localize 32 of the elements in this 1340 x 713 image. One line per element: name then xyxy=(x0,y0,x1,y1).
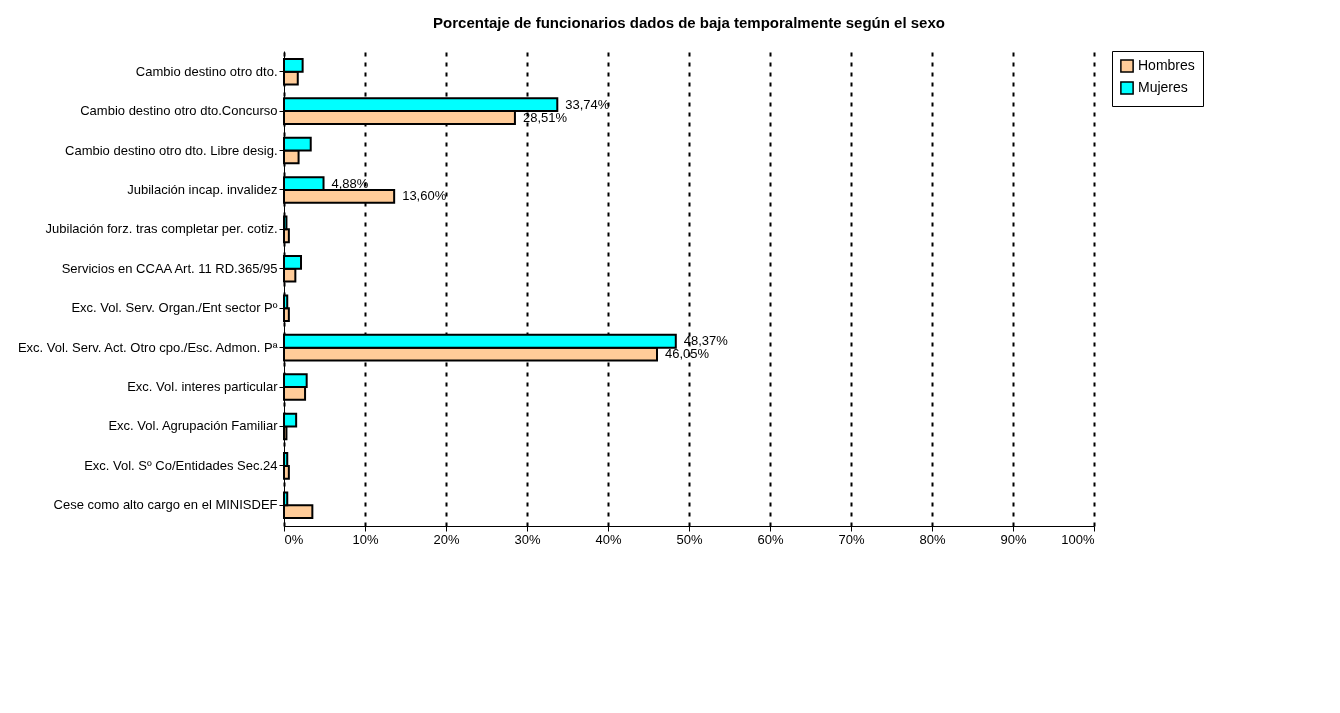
legend-label: Mujeres xyxy=(1138,79,1188,95)
x-tick-label: 60% xyxy=(757,531,784,547)
y-tick-label: Cambio destino otro dto. Libre desig. xyxy=(65,142,278,158)
x-tick-label: 50% xyxy=(676,531,703,547)
legend-label: Hombres xyxy=(1138,57,1195,73)
data-label: 46,05% xyxy=(665,346,710,362)
x-tick-label: 70% xyxy=(838,531,865,547)
y-tick-label: Jubilación incap. invalidez xyxy=(127,181,278,197)
y-tick-label: Exc. Vol. Agrupación Familiar xyxy=(108,418,279,434)
x-tick-label: 0% xyxy=(284,531,304,547)
x-tick-label: 90% xyxy=(1000,531,1027,547)
data-label: 13,60% xyxy=(402,188,447,204)
y-tick-label: Exc. Vol. Sº Co/Entidades Sec.24 xyxy=(84,457,278,473)
data-label: 48,37% xyxy=(683,333,729,349)
y-tick-label: Cambio destino otro dto.Concurso xyxy=(80,103,278,119)
y-tick-label: Cese como alto cargo en el MINISDEF xyxy=(53,497,278,513)
data-label: 28,51% xyxy=(522,109,568,125)
y-tick-label: Exc. Vol. Serv. Organ./Ent sector Pº xyxy=(71,300,278,316)
data-label: 4,88% xyxy=(331,175,369,191)
y-tick-label: Servicios en CCAA Art. 11 RD.365/95 xyxy=(61,260,278,276)
x-tick-label: 20% xyxy=(433,531,460,547)
data-label: 33,74% xyxy=(565,96,610,112)
x-tick-label: 30% xyxy=(514,531,541,547)
y-tick-label: Exc. Vol. Serv. Act. Otro cpo./Esc. Admon. Pª xyxy=(17,339,278,355)
x-tick-label: 10% xyxy=(352,531,379,547)
y-tick-label: Exc. Vol. interes particular xyxy=(127,379,279,395)
chart-title: Porcentaje de funcionarios dados de baja temporalmente según el sexo xyxy=(433,13,945,31)
x-tick-label: 40% xyxy=(595,531,622,547)
x-tick-label: 80% xyxy=(919,531,946,547)
x-tick-label: 100% xyxy=(1061,531,1095,547)
y-tick-label: Cambio destino otro dto. xyxy=(135,63,278,79)
y-tick-label: Jubilación forz. tras completar per. cotiz. xyxy=(45,221,278,237)
